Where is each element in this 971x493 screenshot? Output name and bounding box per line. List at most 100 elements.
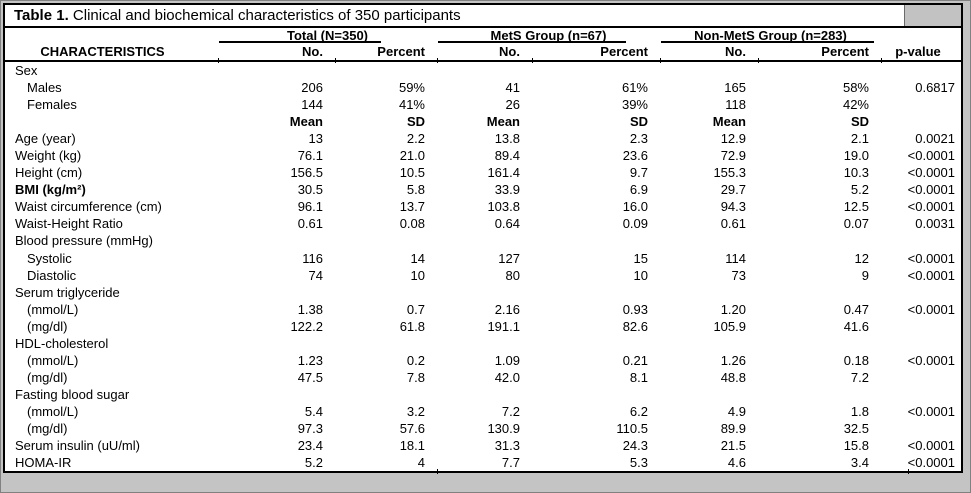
value-cell: 41.6 [843,318,869,334]
row-label: Height (cm) [15,165,83,181]
section-row: Serum triglyceride [5,284,961,301]
value-cell: 8.1 [629,369,648,385]
value-cell: 155.3 [713,165,746,181]
value-cell [218,335,335,352]
row-label: Waist-Height Ratio [15,216,123,232]
value-cell: 0.07 [843,216,869,232]
value-cell: 1.38 [297,301,323,317]
p-value-cell [881,318,961,335]
value-cell: 103.8 [487,199,520,215]
value-cell: 80 [505,267,520,283]
value-cell [437,232,532,249]
row-label: BMI (kg/m²) [15,182,86,198]
value-cell: 1.09 [494,352,520,368]
row-label: Diastolic [27,267,77,283]
value-cell [532,386,660,403]
value-cell: 39% [621,97,648,113]
table-row: Serum insulin (uU/ml) 23.4 18.1 31.3 24.3 21.… [5,437,961,454]
value-cell [758,386,881,403]
row-label: Weight (kg) [15,148,82,164]
value-cell: Mean [712,114,746,130]
value-cell: 127 [498,250,520,266]
p-value-cell [881,386,961,403]
col-header-total-percent: Percent [377,44,425,59]
table-title: Table 1. Clinical and biochemical charac… [14,7,461,24]
value-cell: 48.8 [720,369,746,385]
value-cell: 0.09 [622,216,648,232]
value-cell [218,232,335,249]
value-cell: 191.1 [487,318,520,334]
value-cell: 12.9 [720,131,746,147]
col-header-nonmets-percent: Percent [821,44,869,59]
col-header-mets-percent: Percent [600,44,648,59]
value-cell: 10 [410,267,425,283]
table-row: (mmol/L) 1.23 0.2 1.09 0.21 1.26 0.18 <0.0001 [5,352,961,369]
value-cell [758,232,881,249]
value-cell [335,386,437,403]
value-cell: 156.5 [290,165,323,181]
row-label: Systolic [27,250,72,266]
value-cell: 15.8 [843,438,869,454]
value-cell [532,284,660,301]
value-cell: 23.6 [622,148,648,164]
value-cell: 76.1 [297,148,323,164]
p-value-cell [881,335,961,352]
value-cell [437,62,532,79]
value-cell [758,62,881,79]
value-cell: 42.0 [494,369,520,385]
value-cell [758,335,881,352]
value-cell [218,386,335,403]
value-cell: 6.2 [629,403,648,419]
group-header-total: Total (N=350) [218,28,437,43]
value-cell: 82.6 [622,318,648,334]
value-cell: 4 [417,455,425,471]
value-cell: 122.2 [290,318,323,334]
row-label: (mg/dl) [27,318,68,334]
col-header-characteristics: CHARACTERISTICS [40,44,165,59]
section-row: Fasting blood sugar [5,386,961,403]
column-tick-mark [437,469,438,474]
group-header-spacer [881,28,961,43]
value-cell: SD [629,114,648,130]
group-underline [219,41,381,43]
col-header-total-no: No. [302,44,323,59]
value-cell: 4.9 [727,403,746,419]
table-row: (mmol/L) 1.38 0.7 2.16 0.93 1.20 0.47 <0.0001 [5,301,961,318]
row-label: Age (year) [15,131,76,147]
value-cell: 7.8 [406,369,425,385]
value-cell: 0.61 [720,216,746,232]
title-bar-grey-cell [904,5,961,26]
value-cell: 13 [308,131,323,147]
row-label: Blood pressure (mmHg) [15,233,153,249]
value-cell: 0.08 [399,216,425,232]
row-label: Serum triglyceride [15,284,120,300]
value-cell: 0.61 [297,216,323,232]
column-tick-mark [218,58,219,63]
p-value-cell: <0.0001 [907,165,955,181]
p-value-cell: <0.0001 [907,267,955,283]
value-cell: 0.64 [494,216,520,232]
row-label: Fasting blood sugar [15,386,130,402]
p-value-cell: <0.0001 [907,455,955,471]
p-value-cell: <0.0001 [907,182,955,198]
value-cell: 7.2 [850,369,869,385]
value-cell: 89.4 [494,148,520,164]
value-cell: SD [850,114,869,130]
p-value-cell: <0.0001 [907,199,955,215]
value-cell: 3.4 [850,455,869,471]
table-body: Sex Males 206 59% 41 61% 165 58% 0.6817 Females 14… [5,62,961,471]
value-cell: 5.4 [304,403,323,419]
value-cell [532,62,660,79]
value-cell: 74 [308,267,323,283]
value-cell: 94.3 [720,199,746,215]
table-row: Diastolic 74 10 80 10 73 9 <0.0001 [5,267,961,284]
p-value-cell [881,62,961,79]
table-row: (mg/dl) 97.3 57.6 130.9 110.5 89.9 32.5 [5,420,961,437]
value-cell: 32.5 [843,420,869,436]
column-header-row: CHARACTERISTICS No. Percent No. Percent … [5,43,961,62]
value-cell: 12 [854,250,869,266]
row-label: Females [27,97,77,113]
clinical-characteristics-table: Table 1. Clinical and biochemical charac… [3,3,963,474]
value-cell: 4.6 [727,455,746,471]
value-cell: 0.18 [843,352,869,368]
